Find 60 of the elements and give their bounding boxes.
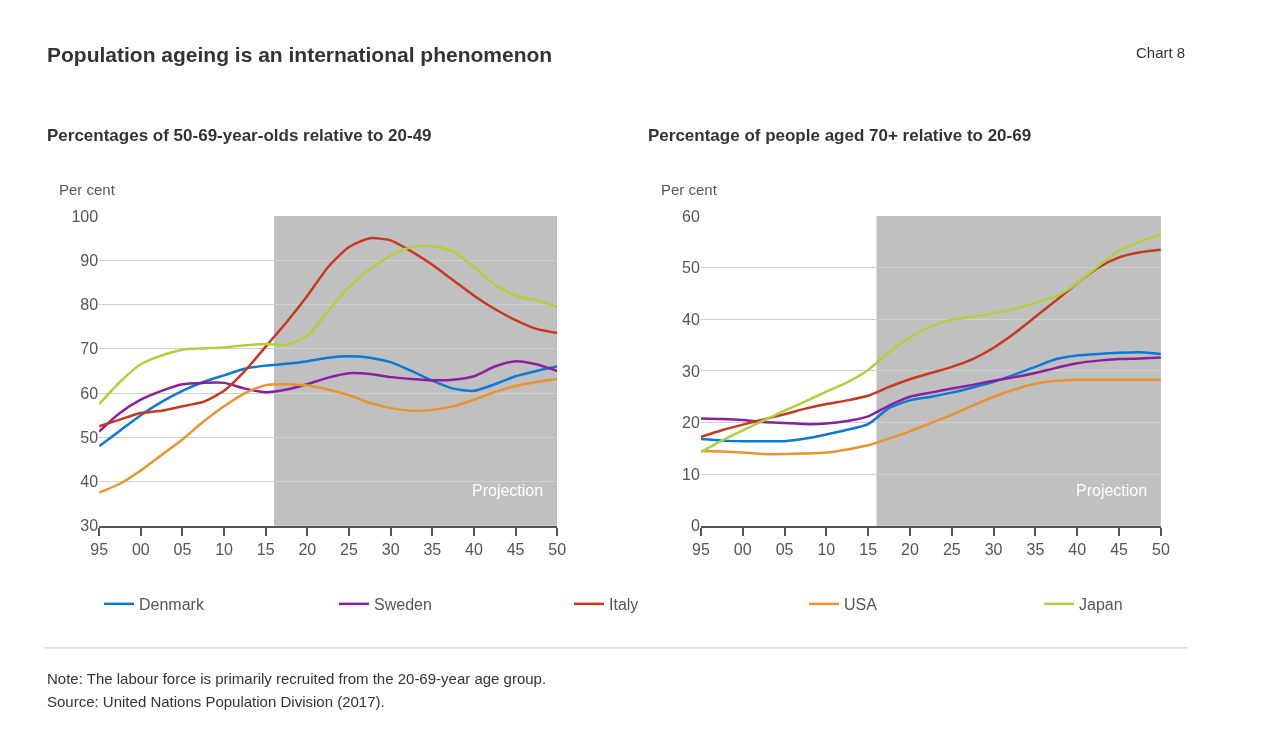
y-tick-label: 100 <box>71 207 99 225</box>
x-tick-label: 35 <box>423 540 442 558</box>
caption: Chart 8 <box>1136 44 1186 61</box>
band-label: Projection <box>1076 482 1148 499</box>
legend-label: Sweden <box>374 596 432 614</box>
x-tick-label: 50 <box>548 540 567 558</box>
x-tick-label: 00 <box>131 540 150 558</box>
x-tick-label: 35 <box>1026 540 1045 558</box>
y-tick-label: 80 <box>80 296 99 314</box>
y-tick-label: 40 <box>682 310 700 328</box>
y-tick-label: 70 <box>80 340 99 358</box>
legend-label: Denmark <box>139 596 205 614</box>
y-tick-label: 60 <box>682 207 700 225</box>
x-tick-label: 45 <box>1110 540 1129 558</box>
y-axis-title: Per cent <box>59 181 116 198</box>
y-tick-label: 10 <box>682 465 700 483</box>
y-tick-label: 40 <box>80 473 99 491</box>
x-tick-label: 15 <box>256 540 275 558</box>
x-tick-label: 20 <box>298 540 317 558</box>
x-tick-label: 25 <box>942 540 961 558</box>
text: Population ageing is an international phenomenon <box>47 43 553 66</box>
legend-label: USA <box>844 596 878 614</box>
line-series <box>700 356 1161 426</box>
x-tick-label: 25 <box>340 540 358 558</box>
x-tick-label: 95 <box>691 540 710 558</box>
x-tick-label: 50 <box>1151 540 1170 558</box>
line-series <box>99 244 558 406</box>
band-label: Projection <box>472 482 544 499</box>
x-tick-label: 05 <box>173 540 192 558</box>
y-tick-label: 30 <box>682 362 700 380</box>
source-note: Source: United Nations Population Division (2017). <box>47 693 385 710</box>
x-tick-label: 45 <box>506 540 525 558</box>
y-tick-label: 20 <box>682 414 700 432</box>
line-series <box>99 355 558 448</box>
y-tick-label: 50 <box>682 259 700 277</box>
x-tick-label: 30 <box>381 540 400 558</box>
line-series <box>700 351 1161 443</box>
y-tick-label: 50 <box>80 428 99 446</box>
chart-title: Percentage of people aged 70+ relative to 20-69 <box>648 126 1032 145</box>
x-tick-label: 00 <box>733 540 752 558</box>
x-tick-label: 30 <box>984 540 1003 558</box>
chart-title: Percentages of 50-69-year-olds relative to 20-49 <box>47 126 432 145</box>
legend-label: Japan <box>1079 596 1123 614</box>
x-tick-label: 40 <box>1068 540 1087 558</box>
line-series <box>99 359 558 433</box>
y-tick-label: 60 <box>80 384 99 402</box>
y-axis-title: Per cent <box>661 181 718 198</box>
x-tick-label: 10 <box>215 540 234 558</box>
x-tick-label: 95 <box>90 540 109 558</box>
y-tick-label: 30 <box>80 517 99 535</box>
x-tick-label: 05 <box>775 540 794 558</box>
y-tick-label: 0 <box>690 517 700 535</box>
line-series <box>99 236 558 428</box>
x-tick-label: 40 <box>465 540 483 558</box>
x-tick-label: 15 <box>859 540 878 558</box>
x-tick-label: 10 <box>817 540 836 558</box>
y-tick-label: 90 <box>80 251 99 269</box>
text: Note: The labour force is primarily recruited from the 20-69-year age group. <box>47 670 547 687</box>
x-tick-label: 20 <box>901 540 919 558</box>
legend-label: Italy <box>609 596 639 614</box>
